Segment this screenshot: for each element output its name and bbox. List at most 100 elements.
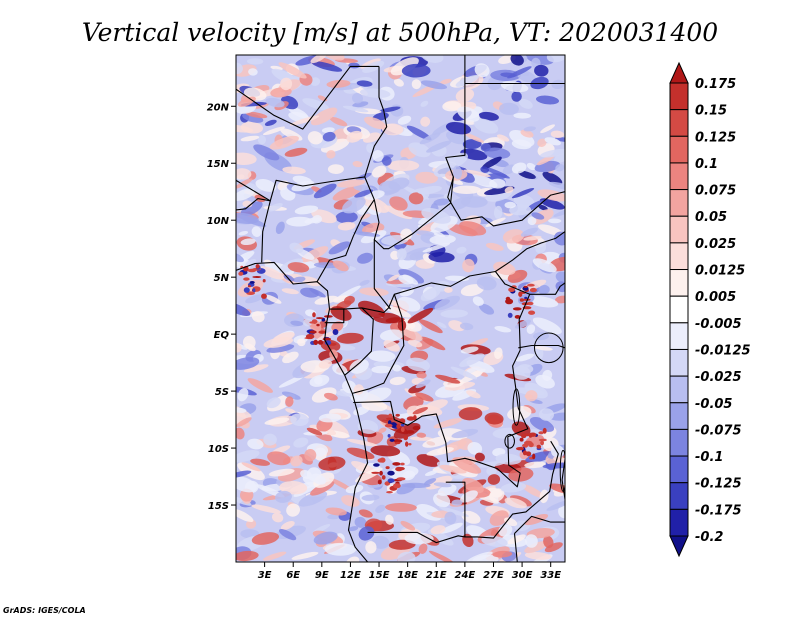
field-cell	[247, 438, 264, 450]
field-cell	[385, 502, 417, 512]
field-cell	[392, 364, 402, 372]
field-cell	[502, 229, 525, 244]
field-cell	[349, 359, 369, 374]
field-cell	[240, 201, 263, 217]
field-cell	[311, 473, 326, 485]
field-cell	[290, 455, 303, 467]
field-cell	[415, 379, 431, 389]
colorbar-label: -0.025	[695, 370, 742, 385]
field-cell	[553, 207, 565, 217]
field-cell	[313, 183, 337, 199]
field-cell	[282, 351, 299, 364]
field-cell	[558, 505, 565, 519]
convective-cell	[255, 264, 260, 269]
convective-cell	[395, 413, 400, 417]
field-cell	[434, 295, 460, 311]
field-cell	[474, 452, 485, 462]
field-cell	[439, 522, 463, 534]
field-cell	[240, 121, 264, 134]
field-cell	[354, 189, 374, 198]
colorbar-bin	[669, 295, 689, 324]
lake-outline	[512, 388, 521, 426]
colorbar-label: -0.005	[695, 317, 742, 332]
convective-cell	[524, 296, 528, 299]
field-cell	[549, 412, 565, 421]
field-cell	[320, 138, 350, 153]
field-cell	[485, 242, 504, 251]
field-cell	[326, 79, 351, 88]
field-cell	[423, 478, 437, 486]
field-cell	[263, 126, 285, 136]
convective-cell	[393, 439, 403, 443]
field-cell	[393, 78, 404, 87]
field-cell	[500, 482, 527, 493]
field-cell	[289, 115, 320, 126]
convective-cell	[522, 433, 531, 437]
field-cell	[555, 295, 565, 304]
field-cell	[400, 520, 416, 531]
colorbar-bin-bottom	[669, 535, 689, 558]
field-cell	[324, 392, 338, 401]
field-cell	[278, 375, 305, 388]
field-cell	[243, 364, 269, 373]
field-cell	[297, 338, 306, 347]
field-cell	[448, 320, 466, 332]
field-cell	[291, 551, 319, 560]
convective-cell	[317, 340, 324, 345]
field-cell	[532, 258, 557, 273]
field-cell	[409, 436, 434, 441]
border-line	[236, 261, 369, 562]
field-cell	[275, 221, 285, 235]
field-cell	[407, 308, 434, 324]
field-cell	[415, 230, 435, 237]
convective-cell	[389, 438, 395, 442]
field-cell	[329, 477, 352, 491]
convective-cell	[309, 330, 317, 334]
field-cell	[348, 62, 360, 69]
field-cell	[422, 242, 451, 253]
field-cell	[428, 550, 456, 562]
colorbar-label: 0.125	[695, 130, 736, 145]
field-cell	[467, 441, 483, 455]
field-cell	[457, 106, 480, 122]
convective-cell	[519, 446, 523, 450]
convective-cell	[252, 288, 256, 293]
field-cell	[535, 374, 555, 389]
country-borders	[236, 55, 565, 562]
field-cell	[517, 170, 536, 179]
border-line	[344, 307, 374, 376]
field-cell	[539, 408, 554, 421]
field-cell	[513, 112, 531, 119]
border-line	[316, 199, 375, 282]
field-cell	[515, 353, 535, 362]
field-cell	[268, 468, 295, 477]
field-cell	[359, 287, 389, 297]
colorbar-bin	[669, 135, 689, 164]
field-cell	[388, 274, 400, 282]
field-cell	[341, 495, 360, 507]
field-cell	[382, 156, 392, 166]
convective-cell	[521, 298, 531, 301]
chart-title: Vertical velocity [m/s] at 500hPa, VT: 2…	[82, 18, 718, 47]
field-cell	[440, 309, 468, 318]
field-cell	[435, 374, 461, 384]
field-cell	[465, 133, 484, 143]
field-cell	[489, 178, 506, 189]
map-panel	[236, 55, 565, 562]
convective-cell	[381, 475, 386, 480]
convective-cell	[243, 287, 250, 293]
convective-cell	[394, 441, 401, 445]
colorbar-bin	[669, 482, 689, 510]
field-cell	[279, 480, 308, 495]
field-cell	[429, 234, 456, 245]
field-cell	[343, 295, 355, 305]
x-tick-label: 12E	[340, 570, 361, 581]
field-cell	[281, 288, 299, 295]
field-cell	[508, 467, 534, 482]
field-cell	[390, 57, 419, 76]
field-cell	[359, 88, 391, 98]
field-cell	[326, 150, 336, 159]
field-cell	[236, 508, 254, 523]
border-line	[373, 239, 391, 310]
field-cell	[310, 107, 338, 126]
